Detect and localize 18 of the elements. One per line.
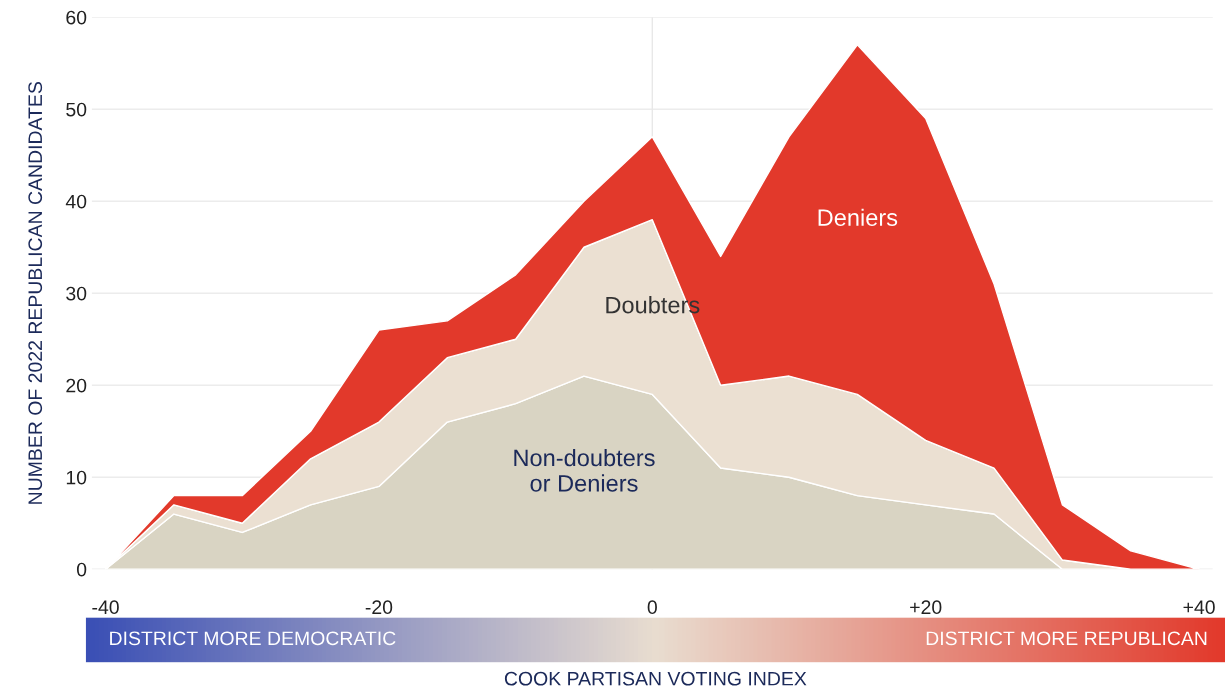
x-tick-label: -40 [92,600,119,615]
x-tick-label: -20 [365,600,393,615]
text: DISTRICT MORE REPUBLICAN [926,631,1207,646]
y-tick-label: 50 [66,102,87,117]
series-label: Non-doubters or Deniers [514,448,655,492]
y-tick-label: 40 [65,194,87,209]
y-tick-label: 0 [76,562,87,577]
y-axis-title: NUMBER OF 2022 REPUBLICAN CANDIDATES [28,82,43,504]
y-tick-label: 20 [66,378,87,393]
x-tick-label: 0 [647,600,657,615]
series-label: Deniers [818,208,898,226]
x-tick-label: +40 [1183,600,1215,615]
y-tick-label: 60 [66,10,87,25]
text: DISTRICT MORE DEMOCRATIC [110,631,396,646]
x-tick-label: +20 [910,600,942,615]
y-tick-label: 30 [66,286,87,301]
x-axis-title: COOK PARTISAN VOTING INDEX [504,671,807,686]
y-tick-label: 10 [66,470,87,485]
